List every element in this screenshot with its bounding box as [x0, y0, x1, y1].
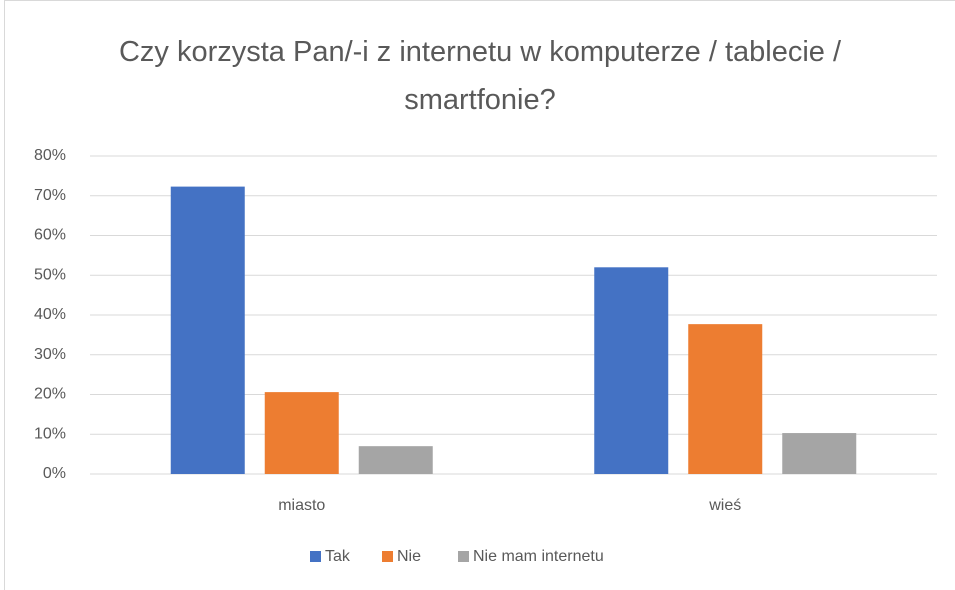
- y-tick-label: 60%: [34, 227, 66, 244]
- y-tick-label: 10%: [34, 425, 66, 442]
- y-tick-label: 30%: [34, 346, 66, 363]
- legend-label: Nie: [397, 548, 421, 565]
- legend-swatch: [310, 551, 321, 562]
- bar: [782, 433, 857, 474]
- bar: [170, 186, 245, 475]
- legend-swatch: [458, 551, 469, 562]
- chart-title: Czy korzysta Pan/-i z internetu w komput…: [118, 36, 842, 116]
- bar: [688, 324, 763, 474]
- legend-label: Nie mam internetu: [473, 548, 604, 565]
- bar: [594, 267, 669, 474]
- y-tick-label: 50%: [34, 266, 66, 283]
- chart-border: [4, 0, 955, 590]
- x-tick-label: miasto: [278, 497, 325, 514]
- bar: [358, 446, 433, 474]
- legend-swatch: [382, 551, 393, 562]
- y-tick-label: 0%: [43, 465, 66, 482]
- y-tick-label: 80%: [34, 147, 66, 164]
- x-tick-label: wieś: [708, 497, 741, 514]
- bar: [264, 392, 339, 474]
- y-tick-label: 70%: [34, 187, 66, 204]
- legend-label: Tak: [325, 548, 351, 565]
- y-tick-label: 20%: [34, 386, 66, 403]
- y-tick-label: 40%: [34, 306, 66, 323]
